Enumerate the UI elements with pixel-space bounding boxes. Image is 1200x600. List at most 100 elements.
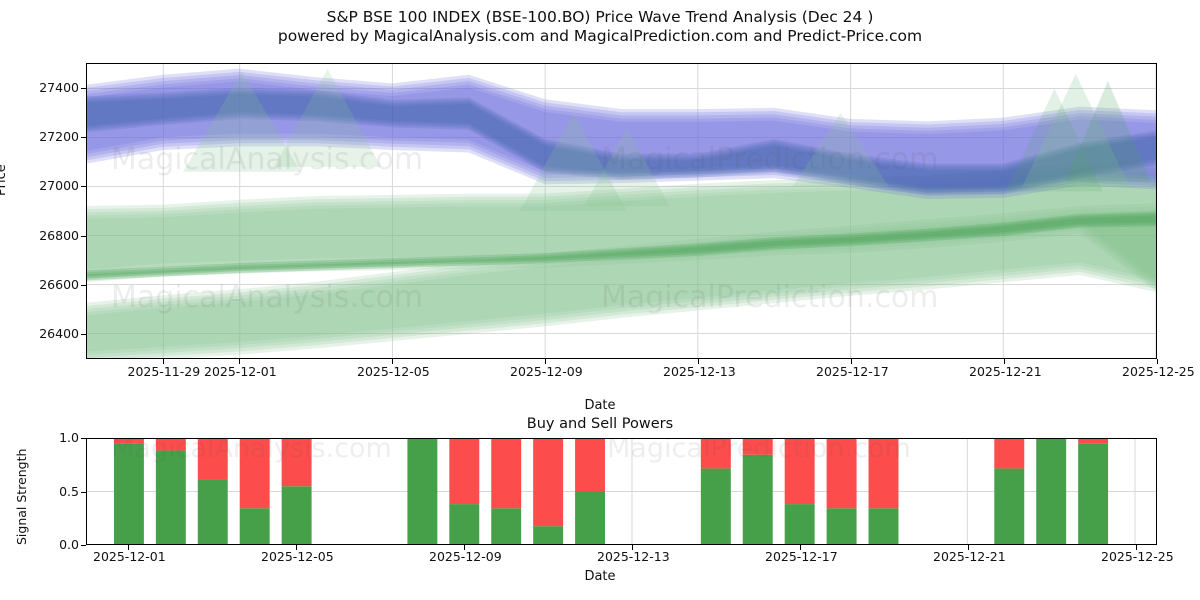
bar-segment-sell[interactable]: [1078, 439, 1109, 444]
price-x-tick-label: 2025-12-05: [357, 364, 430, 379]
bar-segment-buy[interactable]: [533, 526, 564, 544]
price-x-tick-label: 2025-12-25: [1122, 364, 1195, 379]
price-axis-x-label: Date: [584, 398, 616, 413]
power-bar[interactable]: [449, 439, 480, 544]
bar-segment-buy[interactable]: [449, 504, 480, 544]
bar-segment-sell[interactable]: [826, 439, 857, 509]
bar-segment-buy[interactable]: [197, 479, 228, 544]
bar-segment-sell[interactable]: [784, 439, 815, 505]
price-y-tick-mark: [81, 334, 86, 336]
price-x-tick-label: 2025-12-17: [816, 364, 889, 379]
bar-segment-buy[interactable]: [826, 508, 857, 544]
power-bar[interactable]: [113, 439, 144, 544]
power-bar[interactable]: [868, 439, 899, 544]
power-bar[interactable]: [155, 439, 186, 544]
bar-segment-buy[interactable]: [784, 504, 815, 544]
power-y-tick-label: 0.0: [59, 537, 79, 552]
bar-segment-buy[interactable]: [868, 508, 899, 544]
power-bar[interactable]: [826, 439, 857, 544]
power-x-tick-label: 2025-12-17: [765, 549, 838, 564]
chart-title-line-2: powered by MagicalAnalysis.com and Magic…: [277, 27, 923, 45]
price-y-tick-label: 27200: [39, 129, 79, 144]
power-x-tick-label: 2025-12-01: [93, 549, 166, 564]
power-x-tick-mark: [464, 545, 465, 550]
power-bar[interactable]: [994, 439, 1025, 544]
price-y-tick-mark: [81, 186, 86, 188]
power-bar[interactable]: [700, 439, 731, 544]
bar-segment-buy[interactable]: [1078, 443, 1109, 544]
price-wave-plot: [87, 64, 1156, 358]
bar-segment-sell[interactable]: [533, 439, 564, 527]
bar-segment-sell[interactable]: [700, 439, 731, 469]
power-x-tick-mark: [632, 545, 633, 550]
price-x-tick-label: 2025-11-29: [127, 364, 201, 379]
price-x-tick-mark: [392, 359, 393, 364]
power-x-tick-label: 2025-12-21: [933, 549, 1006, 564]
power-bar[interactable]: [784, 439, 815, 544]
price-y-tick-label: 26600: [39, 277, 79, 292]
price-x-tick-mark: [1157, 359, 1158, 364]
power-y-tick-label: 1.0: [59, 430, 79, 445]
bar-segment-buy[interactable]: [491, 508, 522, 544]
power-x-tick-mark: [128, 545, 129, 550]
price-x-tick-label: 2025-12-21: [969, 364, 1042, 379]
price-x-tick-mark: [1004, 359, 1005, 364]
power-bar[interactable]: [281, 439, 312, 544]
bar-segment-sell[interactable]: [281, 439, 312, 487]
bar-segment-sell[interactable]: [575, 439, 606, 492]
price-y-tick-mark: [81, 87, 86, 89]
power-x-tick-label: 2025-12-25: [1101, 549, 1174, 564]
bar-segment-buy[interactable]: [575, 491, 606, 545]
bar-segment-buy[interactable]: [994, 468, 1025, 544]
bar-segment-buy[interactable]: [155, 450, 186, 544]
bar-segment-buy[interactable]: [742, 454, 773, 544]
power-y-tick-mark: [81, 438, 86, 439]
power-x-tick-label: 2025-12-09: [429, 549, 502, 564]
price-wave-chart: MagicalAnalysis.com MagicalPrediction.co…: [86, 63, 1157, 359]
power-bar[interactable]: [533, 439, 564, 544]
power-x-tick-label: 2025-12-05: [261, 549, 334, 564]
bar-segment-sell[interactable]: [155, 439, 186, 451]
page-title: S&P BSE 100 INDEX (BSE-100.BO) Price Wav…: [0, 8, 1200, 46]
power-bar[interactable]: [575, 439, 606, 545]
price-y-tick-mark: [81, 285, 86, 286]
bar-segment-buy[interactable]: [407, 439, 438, 544]
bar-segment-sell[interactable]: [449, 439, 480, 505]
chart-title-line-1: S&P BSE 100 INDEX (BSE-100.BO) Price Wav…: [326, 8, 874, 26]
price-x-tick-label: 2025-12-13: [663, 364, 736, 379]
bar-segment-buy[interactable]: [239, 508, 270, 544]
bar-segment-buy[interactable]: [281, 486, 312, 544]
bar-segment-sell[interactable]: [868, 439, 899, 509]
price-x-tick-label: 2025-12-09: [510, 364, 583, 379]
bar-segment-buy[interactable]: [113, 443, 144, 544]
power-bar[interactable]: [407, 439, 438, 544]
bar-segment-buy[interactable]: [700, 468, 731, 544]
power-bar[interactable]: [239, 439, 270, 544]
price-x-tick-mark: [698, 359, 699, 364]
power-bar-plot: [87, 439, 1156, 544]
bar-segment-sell[interactable]: [491, 439, 522, 509]
power-bar[interactable]: [1078, 439, 1109, 544]
power-axis-x-label: Date: [584, 569, 616, 584]
price-x-tick-mark: [545, 359, 546, 364]
power-bar[interactable]: [197, 439, 228, 544]
bar-segment-sell[interactable]: [113, 439, 144, 444]
price-gridlines: [87, 64, 1156, 358]
price-y-tick-label: 27400: [39, 79, 79, 95]
bar-segment-sell[interactable]: [197, 439, 228, 480]
power-bar[interactable]: [742, 439, 773, 544]
bar-segment-sell[interactable]: [994, 439, 1025, 469]
price-x-tick-mark: [162, 359, 164, 364]
power-bar[interactable]: [491, 439, 522, 544]
price-y-tick-label: 26800: [39, 227, 79, 243]
bar-segment-sell[interactable]: [742, 439, 773, 455]
bar-segment-buy[interactable]: [1036, 439, 1067, 544]
power-y-tick-mark: [81, 545, 86, 546]
power-x-tick-mark: [1136, 545, 1137, 550]
bar-segment-sell[interactable]: [239, 439, 270, 509]
power-x-tick-mark: [296, 545, 297, 550]
price-band-layers: [87, 68, 1156, 358]
power-bar[interactable]: [1036, 439, 1067, 544]
power-y-tick-label: 0.5: [59, 483, 79, 499]
